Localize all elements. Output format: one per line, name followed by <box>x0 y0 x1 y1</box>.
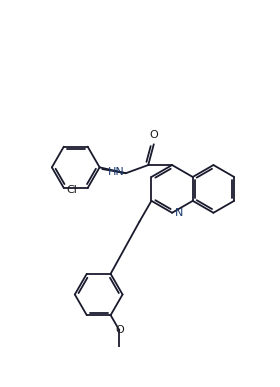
Text: O: O <box>115 325 124 335</box>
Text: Cl: Cl <box>67 185 78 195</box>
Text: N: N <box>174 208 183 218</box>
Text: HN: HN <box>108 167 125 177</box>
Text: O: O <box>150 130 158 140</box>
